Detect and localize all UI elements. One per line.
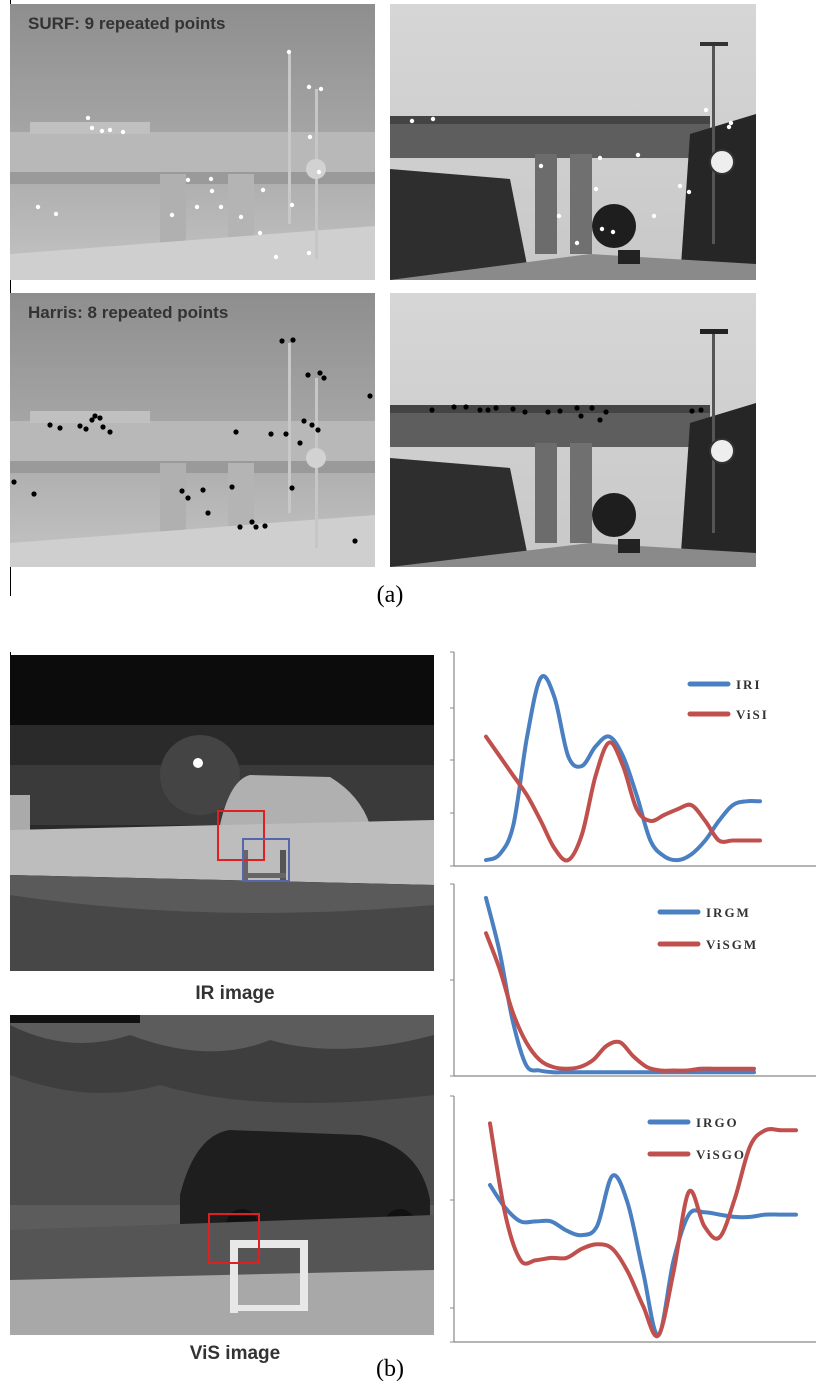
surf-vis-image [390, 4, 756, 280]
surf-title: SURF: 9 repeated points [28, 14, 226, 33]
legend-label: ViSGO [696, 1147, 746, 1162]
harris-title: Harris: 8 repeated points [28, 303, 229, 322]
caption-b: (b) [376, 1356, 404, 1382]
vis-roi-box [208, 1213, 260, 1264]
series-line-irgm [484, 896, 756, 1075]
legend-label: ViSGM [706, 937, 758, 952]
gradient-orientation-plot: IRGO ViSGO [450, 1095, 816, 1343]
ir-image [10, 655, 434, 971]
series-line-iri [484, 674, 762, 863]
ir-roi-box [217, 810, 265, 861]
vis-image [10, 1015, 434, 1335]
caption-a: (a) [376, 582, 404, 608]
legend-label: IRGM [706, 905, 751, 920]
legend-label: IRGO [696, 1115, 739, 1130]
ir-roi-box-offset [242, 838, 290, 882]
gradient-magnitude-plot: IRGM ViSGM [450, 883, 816, 1077]
intensity-plot: IRI ViSI [450, 651, 816, 867]
legend-label: ViSI [736, 707, 769, 722]
legend-label: IRI [736, 677, 762, 692]
harris-ir-image [10, 293, 375, 567]
ir-image-label: IR image [195, 983, 275, 1004]
series-line-visgm [484, 931, 756, 1073]
surf-ir-image [10, 4, 375, 280]
series-line-visgo [488, 1121, 798, 1339]
series-line-irgo [488, 1173, 798, 1338]
harris-vis-image [390, 293, 756, 567]
series-line-visi [484, 734, 762, 863]
vis-image-label: ViS image [189, 1343, 281, 1364]
